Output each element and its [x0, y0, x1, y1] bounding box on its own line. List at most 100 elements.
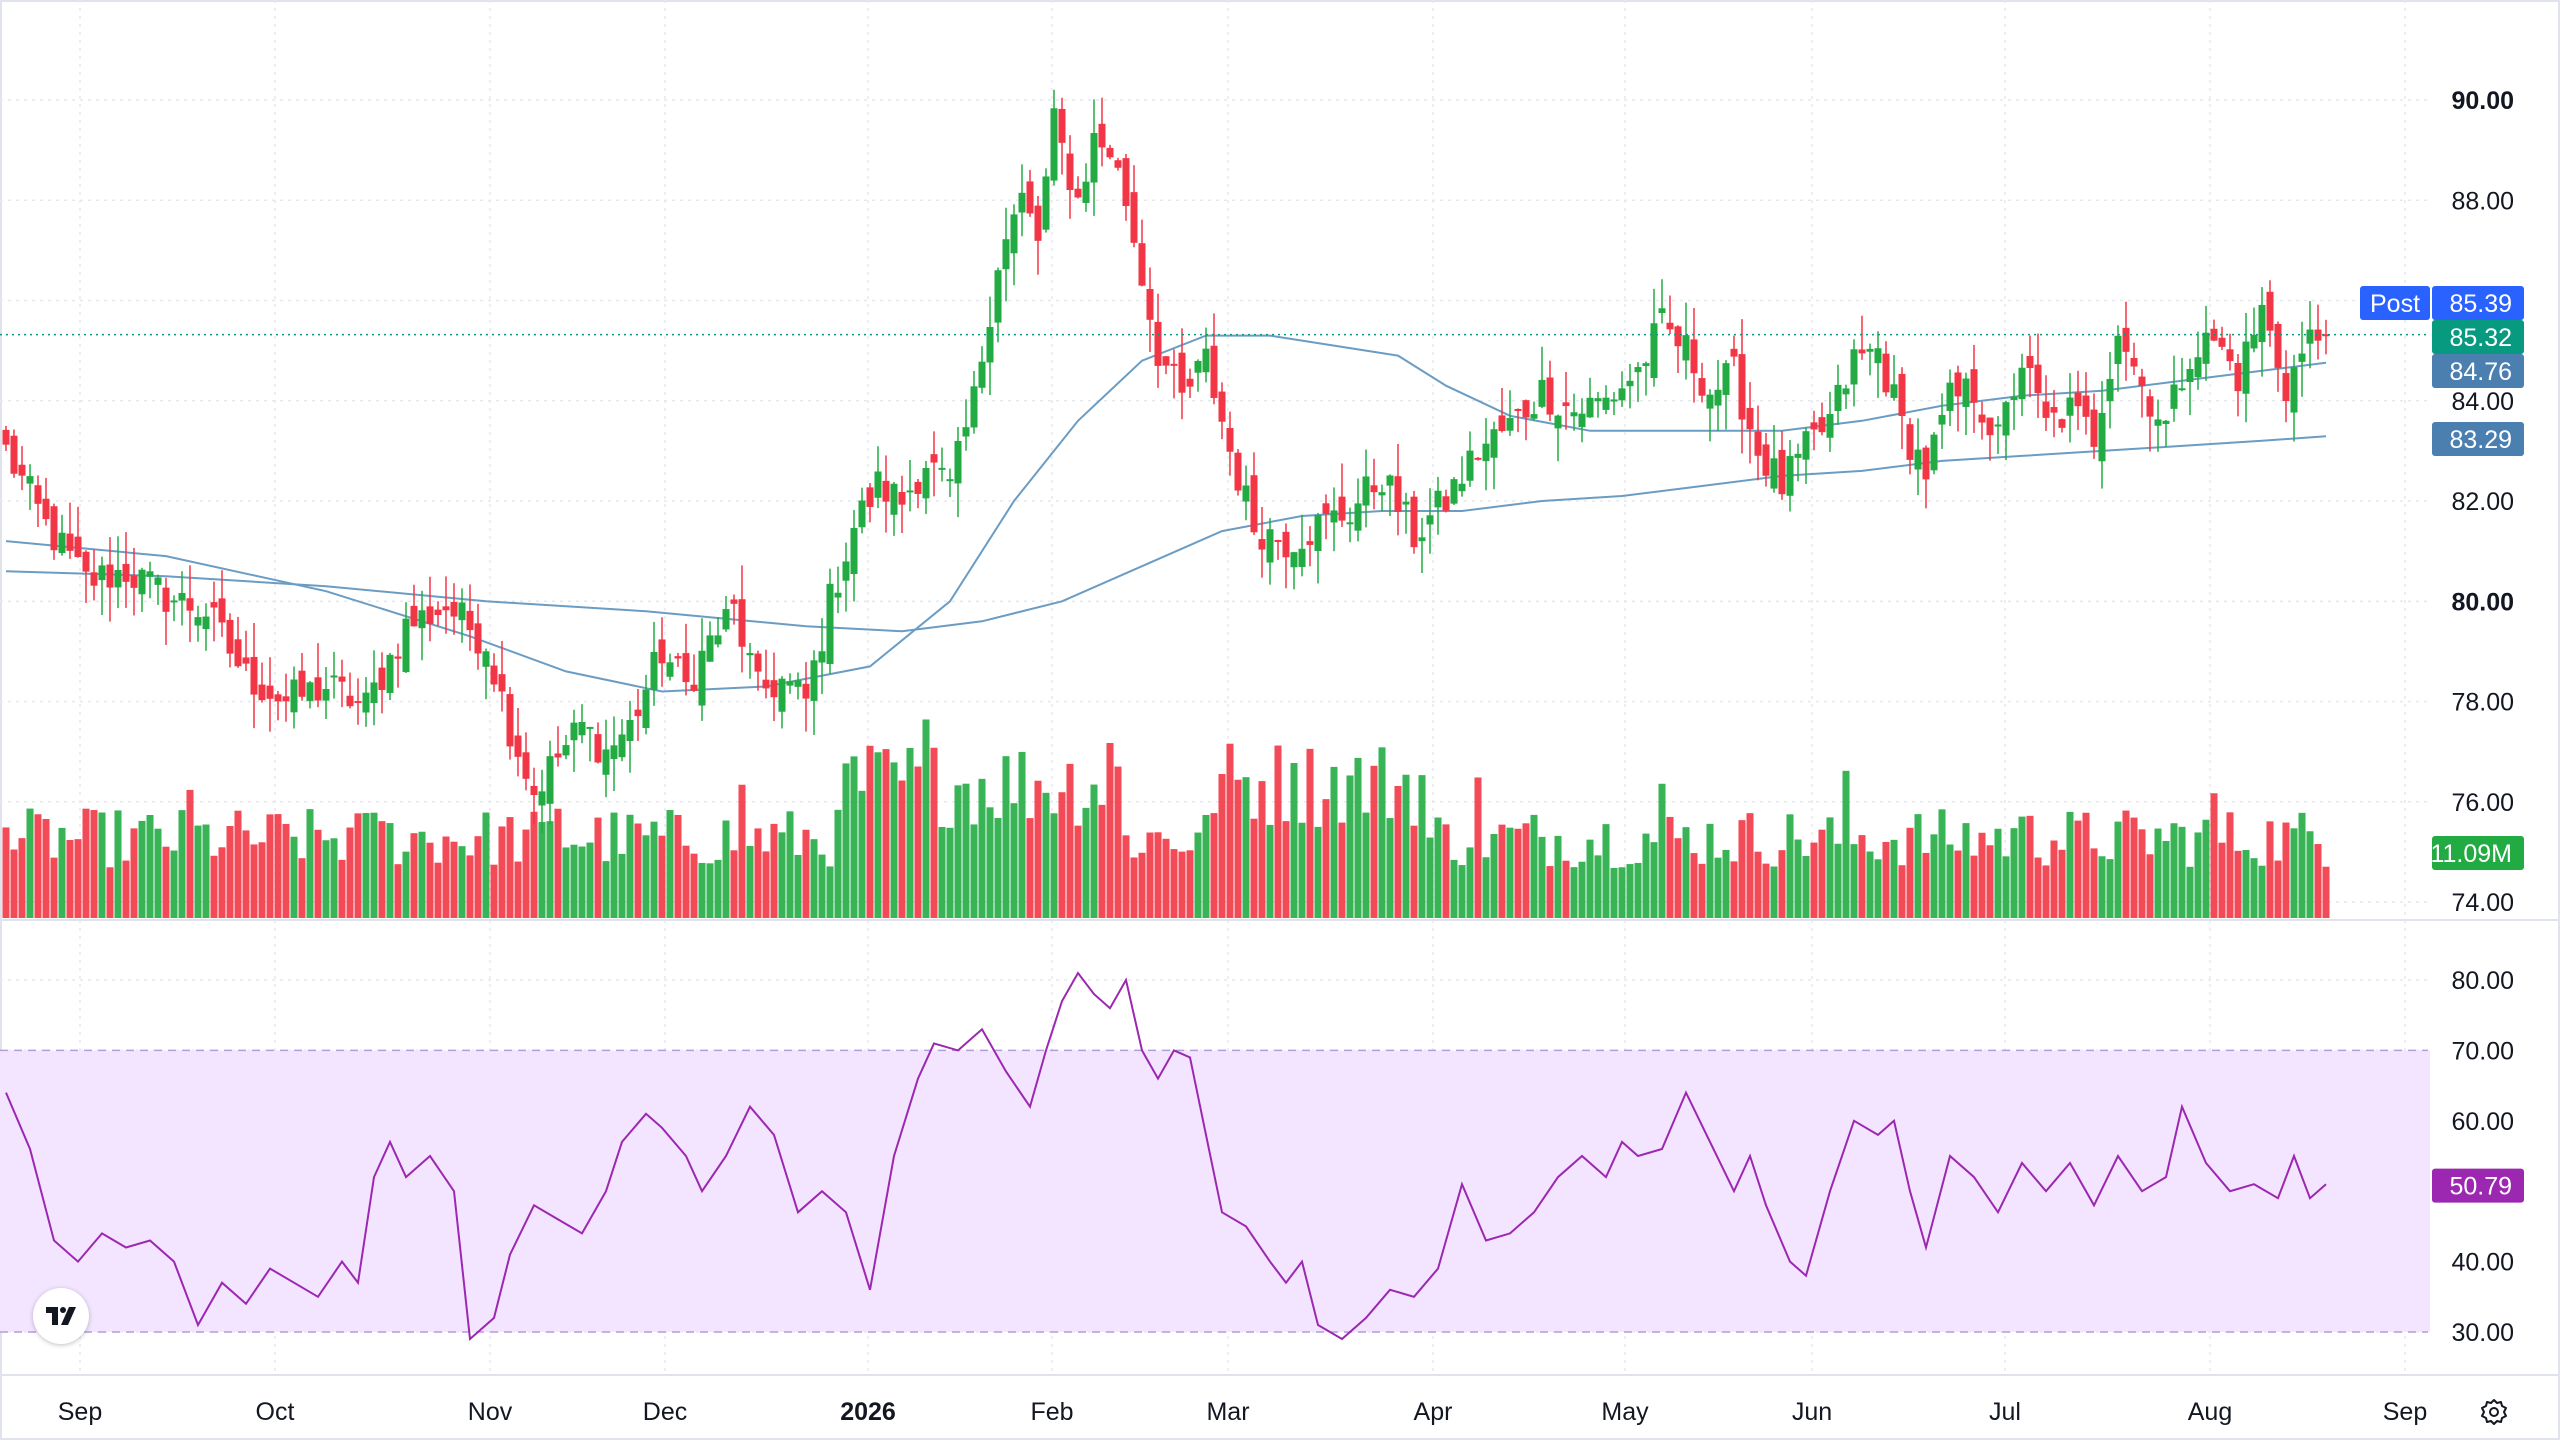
candle[interactable]: [770, 652, 778, 722]
candle[interactable]: [1906, 417, 1914, 475]
candle[interactable]: [658, 617, 666, 687]
candle[interactable]: [1538, 346, 1546, 409]
candle[interactable]: [1450, 477, 1458, 505]
candle[interactable]: [2218, 326, 2226, 351]
candle[interactable]: [1818, 402, 1826, 436]
candle[interactable]: [1714, 359, 1722, 431]
candle[interactable]: [882, 455, 890, 533]
candle[interactable]: [90, 549, 98, 601]
candle[interactable]: [1306, 526, 1314, 567]
candle[interactable]: [858, 487, 866, 534]
candle[interactable]: [402, 602, 410, 674]
candle[interactable]: [938, 447, 946, 482]
candle[interactable]: [1090, 99, 1098, 216]
candle[interactable]: [1610, 392, 1618, 416]
candle[interactable]: [338, 659, 346, 708]
candle[interactable]: [570, 709, 578, 772]
candle[interactable]: [1698, 362, 1706, 403]
candle[interactable]: [1122, 153, 1130, 221]
candle[interactable]: [2058, 418, 2066, 433]
candle[interactable]: [362, 677, 370, 727]
candle[interactable]: [666, 653, 674, 681]
candle[interactable]: [1314, 512, 1322, 584]
candle[interactable]: [322, 666, 330, 720]
candle[interactable]: [1498, 387, 1506, 433]
candle[interactable]: [2146, 389, 2154, 452]
candle[interactable]: [1234, 448, 1242, 496]
candle[interactable]: [1578, 398, 1586, 443]
candle[interactable]: [1050, 89, 1058, 186]
candle[interactable]: [690, 654, 698, 693]
candle[interactable]: [1106, 144, 1114, 160]
candle[interactable]: [1034, 195, 1042, 275]
candle[interactable]: [1226, 411, 1234, 476]
candle[interactable]: [186, 565, 194, 642]
candle[interactable]: [2258, 287, 2266, 377]
candle[interactable]: [2274, 321, 2282, 392]
candle[interactable]: [842, 542, 850, 612]
candle[interactable]: [314, 643, 322, 708]
candle[interactable]: [234, 616, 242, 668]
candle[interactable]: [1874, 331, 1882, 398]
candle[interactable]: [1722, 360, 1730, 430]
candle[interactable]: [1218, 382, 1226, 440]
candle[interactable]: [1042, 168, 1050, 233]
candle[interactable]: [210, 581, 218, 642]
candle[interactable]: [1330, 487, 1338, 552]
candle[interactable]: [1658, 279, 1666, 324]
candle[interactable]: [458, 588, 466, 643]
candle[interactable]: [1458, 456, 1466, 497]
candle[interactable]: [1618, 371, 1626, 408]
candle[interactable]: [74, 506, 82, 558]
candle[interactable]: [474, 603, 482, 670]
candle[interactable]: [354, 678, 362, 725]
candle[interactable]: [1346, 507, 1354, 543]
candle[interactable]: [258, 662, 266, 703]
candle[interactable]: [1706, 389, 1714, 442]
candle[interactable]: [434, 601, 442, 627]
candle[interactable]: [2290, 354, 2298, 442]
candle[interactable]: [810, 650, 818, 735]
candle[interactable]: [818, 618, 826, 695]
chart-settings-button[interactable]: [2472, 1390, 2516, 1434]
candle[interactable]: [1970, 344, 1978, 433]
candle[interactable]: [1010, 204, 1018, 286]
candle[interactable]: [1986, 417, 1994, 461]
candle[interactable]: [706, 621, 714, 662]
candle[interactable]: [2098, 381, 2106, 489]
candle[interactable]: [970, 370, 978, 434]
candle[interactable]: [1154, 293, 1162, 388]
candle[interactable]: [2074, 370, 2082, 430]
candle[interactable]: [1514, 408, 1522, 433]
candle[interactable]: [2202, 305, 2210, 381]
candle[interactable]: [1074, 176, 1082, 199]
candle[interactable]: [66, 502, 74, 559]
candle[interactable]: [1570, 393, 1578, 431]
candle[interactable]: [538, 769, 546, 834]
candle[interactable]: [994, 267, 1002, 343]
candle[interactable]: [1178, 328, 1186, 420]
candle[interactable]: [522, 732, 530, 791]
candle[interactable]: [1674, 325, 1682, 374]
candle[interactable]: [2194, 331, 2202, 390]
candle[interactable]: [194, 605, 202, 642]
candle[interactable]: [426, 576, 434, 642]
candle[interactable]: [498, 640, 506, 712]
candle[interactable]: [1130, 165, 1138, 248]
candle[interactable]: [1258, 507, 1266, 578]
candle[interactable]: [1322, 494, 1330, 540]
candle[interactable]: [170, 595, 178, 622]
candle[interactable]: [1354, 478, 1362, 542]
candle[interactable]: [1170, 349, 1178, 399]
candle[interactable]: [130, 547, 138, 616]
candle[interactable]: [1194, 359, 1202, 392]
candle[interactable]: [410, 584, 418, 627]
candle[interactable]: [1250, 452, 1258, 536]
candle[interactable]: [418, 590, 426, 661]
candle[interactable]: [1746, 382, 1754, 464]
candle[interactable]: [1522, 399, 1530, 441]
candle[interactable]: [962, 399, 970, 451]
candle[interactable]: [1274, 539, 1282, 560]
candle[interactable]: [18, 446, 26, 491]
